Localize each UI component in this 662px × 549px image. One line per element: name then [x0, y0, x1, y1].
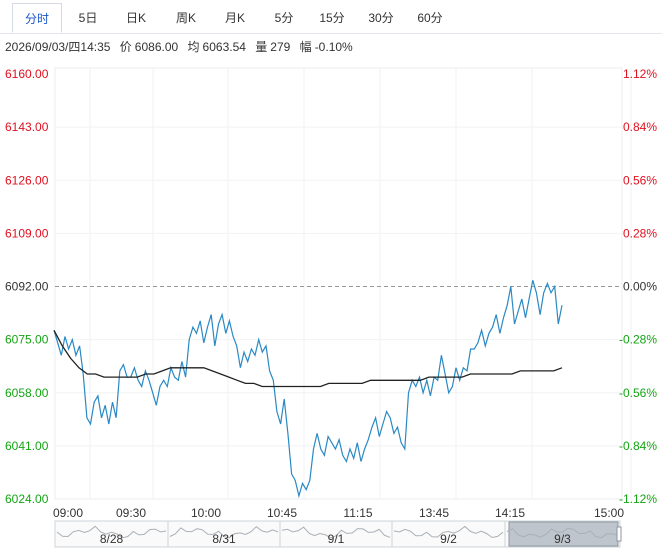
- x-tick-label: 14:15: [495, 506, 525, 520]
- avg-price-line: [53, 329, 563, 388]
- navigator-sparkline: [169, 525, 279, 539]
- tab-monthly-k[interactable]: 月K: [224, 11, 245, 25]
- change-value: -0.10%: [314, 40, 353, 54]
- volume-label: 量: [255, 40, 268, 54]
- tab-intraday[interactable]: 分时: [12, 3, 62, 33]
- y-tick-label: 6075.00: [5, 333, 49, 347]
- pct-tick-label: -0.84%: [619, 439, 657, 453]
- navigator-handle: [616, 526, 622, 542]
- price-line: [53, 280, 563, 499]
- navigator-window: [508, 521, 619, 547]
- change-label: 幅: [299, 40, 312, 54]
- x-tick-label: 13:45: [419, 506, 449, 520]
- quote-info-bar: 2026/09/03/四14:35 价 6086.00 均 6063.54 量 279…: [5, 38, 359, 55]
- intraday-chart[interactable]: 09:00 09:30 10:00 10:45 11:15 13:45 14:15 15:00…: [0, 60, 662, 549]
- x-tick-label: 15:00: [594, 506, 624, 520]
- y-tick-label: 6058.00: [5, 386, 49, 400]
- navigator-date-label: 8/28: [100, 532, 124, 546]
- x-tick-label: 09:00: [53, 506, 83, 520]
- pct-tick-label: -0.56%: [619, 386, 657, 400]
- y-tick-label: 6160.00: [5, 67, 49, 81]
- tab-60min[interactable]: 60分: [417, 11, 443, 25]
- pct-tick-label: 0.56%: [623, 173, 657, 187]
- pct-tick-label: 1.12%: [623, 67, 657, 81]
- y-tick-label: 6126.00: [5, 173, 49, 187]
- x-tick-label: 10:00: [191, 506, 221, 520]
- tab-30min[interactable]: 30分: [368, 11, 394, 25]
- x-tick-label: 10:45: [267, 506, 297, 520]
- navigator-sparkline: [281, 526, 391, 539]
- tab-5min[interactable]: 5分: [274, 11, 294, 25]
- volume-value: 279: [270, 40, 291, 54]
- y-tick-label: 6143.00: [5, 120, 49, 134]
- pct-tick-label: 0.00%: [623, 280, 657, 294]
- tab-5day[interactable]: 5日: [78, 11, 98, 25]
- pct-tick-label: -0.28%: [619, 333, 657, 347]
- avg-value: 6063.54: [202, 40, 246, 54]
- price-value: 6086.00: [134, 40, 179, 54]
- y-tick-label: 6041.00: [5, 439, 49, 453]
- navigator-date-label: 9/2: [440, 532, 457, 546]
- avg-label: 均: [187, 40, 200, 54]
- price-label: 价: [119, 40, 132, 54]
- pct-tick-label: -1.12%: [619, 492, 657, 506]
- period-tab-bar: 分时 5日 日K 周K 月K 5分 15分 30分 60分: [0, 0, 662, 34]
- tab-weekly-k[interactable]: 周K: [175, 11, 196, 25]
- navigator-sparkline: [506, 527, 619, 539]
- tab-15min[interactable]: 15分: [319, 11, 345, 25]
- y-tick-label: 6024.00: [5, 492, 49, 506]
- plot-frame: [54, 67, 623, 500]
- navigator-date-label: 8/31: [212, 532, 236, 546]
- navigator-sparkline: [56, 525, 167, 539]
- tab-daily-k[interactable]: 日K: [125, 11, 146, 25]
- pct-tick-label: 0.84%: [623, 120, 657, 134]
- y-tick-label: 6092.00: [5, 280, 49, 294]
- navigator-date-label: 9/3: [554, 532, 571, 546]
- pct-tick-label: 0.28%: [623, 226, 657, 240]
- y-tick-label: 6109.00: [5, 226, 49, 240]
- x-tick-label: 09:30: [116, 506, 146, 520]
- navigator-date-label: 9/1: [328, 532, 345, 546]
- x-tick-label: 11:15: [343, 506, 372, 520]
- quote-datetime: 2026/09/03/四14:35: [5, 40, 111, 54]
- navigator-sparkline: [393, 525, 504, 539]
